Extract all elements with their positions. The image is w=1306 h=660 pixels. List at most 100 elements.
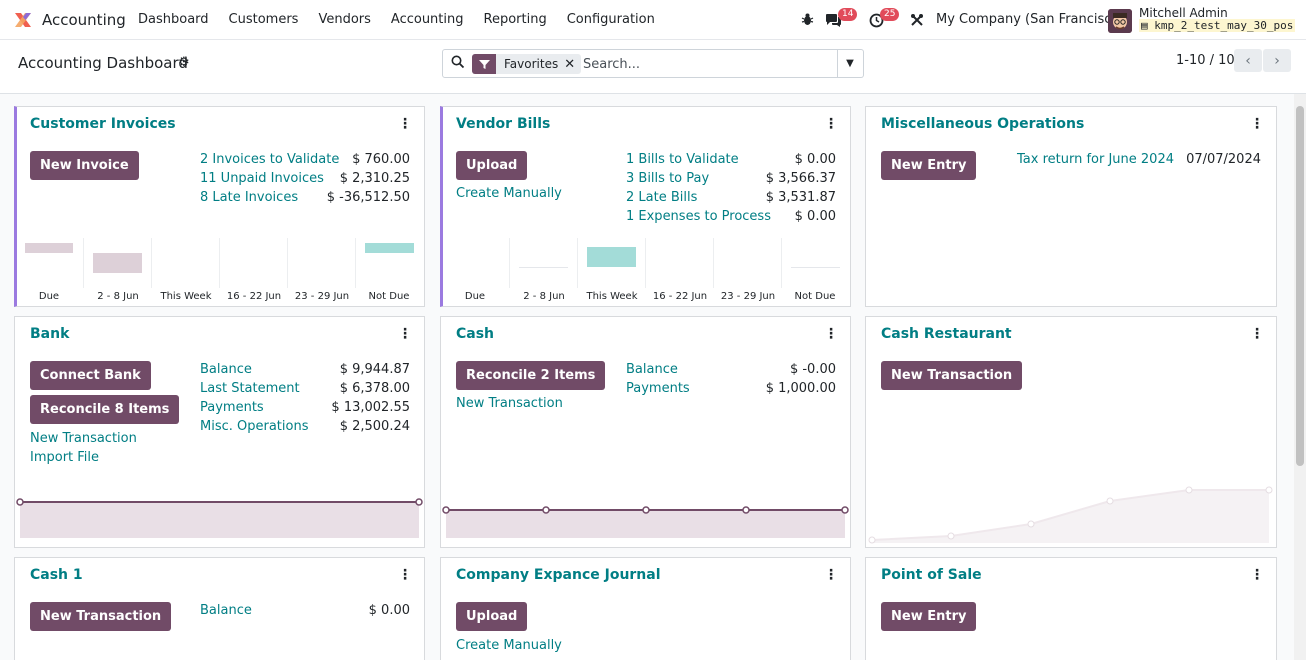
card-title[interactable]: Customer Invoices bbox=[30, 116, 176, 132]
app-name[interactable]: Accounting bbox=[42, 11, 126, 29]
unpaid-invoices-value: $ 2,310.25 bbox=[339, 171, 410, 186]
bills-bar-chart[interactable]: Due 2 - 8 Jun This Week 16 - 22 Jun 23 -… bbox=[443, 238, 850, 306]
payments-link[interactable]: Payments bbox=[626, 381, 690, 396]
control-panel: Accounting Dashboard ⚙ Favorites ✕ ▼ 1-1… bbox=[0, 40, 1306, 94]
card-kebab-menu-icon[interactable]: ⋮ bbox=[398, 567, 412, 583]
new-transaction-button[interactable]: New Transaction bbox=[881, 361, 1023, 390]
pager-previous-button[interactable]: ‹ bbox=[1234, 49, 1262, 72]
upload-button[interactable]: Upload bbox=[456, 151, 528, 180]
messages-badge: 14 bbox=[838, 8, 858, 21]
invoices-bar-chart[interactable]: Due 2 - 8 Jun This Week 16 - 22 Jun 23 -… bbox=[17, 238, 424, 306]
card-title[interactable]: Bank bbox=[30, 326, 70, 342]
misc-operations-value: $ 2,500.24 bbox=[339, 419, 410, 434]
search-icon[interactable] bbox=[451, 55, 465, 69]
balance-link[interactable]: Balance bbox=[200, 362, 252, 377]
bar-2-8-jun[interactable] bbox=[93, 253, 142, 273]
import-file-link[interactable]: Import File bbox=[30, 450, 100, 465]
invoices-to-validate-link[interactable]: 2 Invoices to Validate bbox=[200, 152, 340, 167]
card-kebab-menu-icon[interactable]: ⋮ bbox=[398, 116, 412, 132]
create-manually-link[interactable]: Create Manually bbox=[456, 638, 562, 653]
card-kebab-menu-icon[interactable]: ⋮ bbox=[1250, 567, 1264, 583]
last-statement-link[interactable]: Last Statement bbox=[200, 381, 300, 396]
create-manually-link[interactable]: Create Manually bbox=[456, 186, 562, 201]
payments-value: $ 1,000.00 bbox=[765, 381, 836, 396]
database-name: ▤ kmp_2_test_may_30_pos bbox=[1139, 19, 1296, 32]
reconcile-items-button[interactable]: Reconcile 2 Items bbox=[456, 361, 606, 390]
avatar-face-icon bbox=[1108, 9, 1132, 33]
reconcile-items-button[interactable]: Reconcile 8 Items bbox=[30, 395, 180, 424]
card-kebab-menu-icon[interactable]: ⋮ bbox=[824, 116, 838, 132]
company-switcher[interactable]: My Company (San Francisco) bbox=[936, 12, 1125, 27]
accounting-app-icon[interactable] bbox=[13, 10, 33, 30]
bar-label: This Week bbox=[160, 291, 212, 302]
card-title[interactable]: Cash 1 bbox=[30, 567, 83, 583]
tools-icon[interactable] bbox=[910, 13, 924, 27]
unpaid-invoices-link[interactable]: 11 Unpaid Invoices bbox=[200, 171, 324, 186]
facet-close-icon[interactable]: ✕ bbox=[564, 56, 576, 72]
card-title[interactable]: Company Expance Journal bbox=[456, 567, 661, 583]
card-kebab-menu-icon[interactable]: ⋮ bbox=[824, 326, 838, 342]
chat-icon[interactable] bbox=[825, 13, 842, 28]
new-invoice-button[interactable]: New Invoice bbox=[30, 151, 139, 180]
bar-due[interactable] bbox=[25, 243, 73, 253]
main-menu: Dashboard Customers Vendors Accounting R… bbox=[138, 12, 675, 27]
scrollbar-thumb[interactable] bbox=[1296, 106, 1304, 466]
tax-return-link[interactable]: Tax return for June 2024 bbox=[1017, 152, 1174, 167]
menu-vendors[interactable]: Vendors bbox=[318, 12, 371, 27]
card-kebab-menu-icon[interactable]: ⋮ bbox=[1250, 326, 1264, 342]
pager-value[interactable]: 1-10 / 10 bbox=[1176, 53, 1235, 68]
menu-dashboard[interactable]: Dashboard bbox=[138, 12, 209, 27]
activity-clock-icon[interactable] bbox=[869, 13, 884, 28]
bills-to-pay-link[interactable]: 3 Bills to Pay bbox=[626, 171, 710, 186]
bills-to-validate-link[interactable]: 1 Bills to Validate bbox=[626, 152, 739, 167]
bar-label: Not Due bbox=[794, 291, 836, 302]
bar-not-due[interactable] bbox=[791, 267, 840, 268]
menu-accounting[interactable]: Accounting bbox=[390, 12, 464, 27]
user-name[interactable]: Mitchell Admin bbox=[1139, 6, 1228, 20]
cash-restaurant-line-chart[interactable] bbox=[866, 477, 1276, 545]
card-title[interactable]: Cash Restaurant bbox=[881, 326, 1012, 342]
new-entry-button[interactable]: New Entry bbox=[881, 151, 977, 180]
late-bills-link[interactable]: 2 Late Bills bbox=[626, 190, 698, 205]
payments-link[interactable]: Payments bbox=[200, 400, 264, 415]
bar-2-8-jun[interactable] bbox=[519, 267, 568, 268]
card-kebab-menu-icon[interactable]: ⋮ bbox=[1250, 116, 1264, 132]
bar-label: 2 - 8 Jun bbox=[97, 291, 139, 302]
menu-configuration[interactable]: Configuration bbox=[566, 12, 655, 27]
invoices-to-validate-value: $ 760.00 bbox=[352, 152, 410, 167]
card-title[interactable]: Cash bbox=[456, 326, 495, 342]
new-transaction-link[interactable]: New Transaction bbox=[456, 396, 563, 411]
menu-customers[interactable]: Customers bbox=[228, 12, 299, 27]
card-kebab-menu-icon[interactable]: ⋮ bbox=[824, 567, 838, 583]
vertical-scrollbar[interactable] bbox=[1294, 94, 1306, 660]
search-input[interactable] bbox=[583, 54, 823, 74]
cash-line-chart[interactable] bbox=[441, 495, 850, 545]
misc-operations-link[interactable]: Misc. Operations bbox=[200, 419, 309, 434]
card-kebab-menu-icon[interactable]: ⋮ bbox=[398, 326, 412, 342]
new-entry-button[interactable]: New Entry bbox=[881, 602, 977, 631]
new-transaction-button[interactable]: New Transaction bbox=[30, 602, 172, 631]
debug-bug-icon[interactable] bbox=[801, 13, 814, 26]
bar-this-week[interactable] bbox=[587, 247, 636, 267]
gear-icon[interactable]: ⚙ bbox=[178, 55, 190, 70]
user-avatar[interactable] bbox=[1108, 9, 1132, 33]
bank-line-chart[interactable] bbox=[15, 495, 424, 545]
connect-bank-button[interactable]: Connect Bank bbox=[30, 361, 151, 390]
card-title[interactable]: Point of Sale bbox=[881, 567, 982, 583]
pager-next-button[interactable]: › bbox=[1263, 49, 1291, 72]
balance-link[interactable]: Balance bbox=[200, 603, 252, 618]
bar-not-due[interactable] bbox=[365, 243, 414, 253]
database-icon: ▤ bbox=[1141, 19, 1148, 32]
bar-label: Not Due bbox=[368, 291, 410, 302]
expenses-to-process-link[interactable]: 1 Expenses to Process bbox=[626, 209, 771, 224]
card-title[interactable]: Vendor Bills bbox=[456, 116, 551, 132]
menu-reporting[interactable]: Reporting bbox=[483, 12, 547, 27]
new-transaction-link[interactable]: New Transaction bbox=[30, 431, 137, 446]
search-facet: Favorites ✕ bbox=[472, 54, 582, 74]
card-title[interactable]: Miscellaneous Operations bbox=[881, 116, 1085, 132]
bar-label: 23 - 29 Jun bbox=[294, 291, 350, 302]
upload-button[interactable]: Upload bbox=[456, 602, 528, 631]
balance-link[interactable]: Balance bbox=[626, 362, 678, 377]
late-invoices-link[interactable]: 8 Late Invoices bbox=[200, 190, 299, 205]
search-options-toggle[interactable]: ▼ bbox=[837, 49, 864, 78]
